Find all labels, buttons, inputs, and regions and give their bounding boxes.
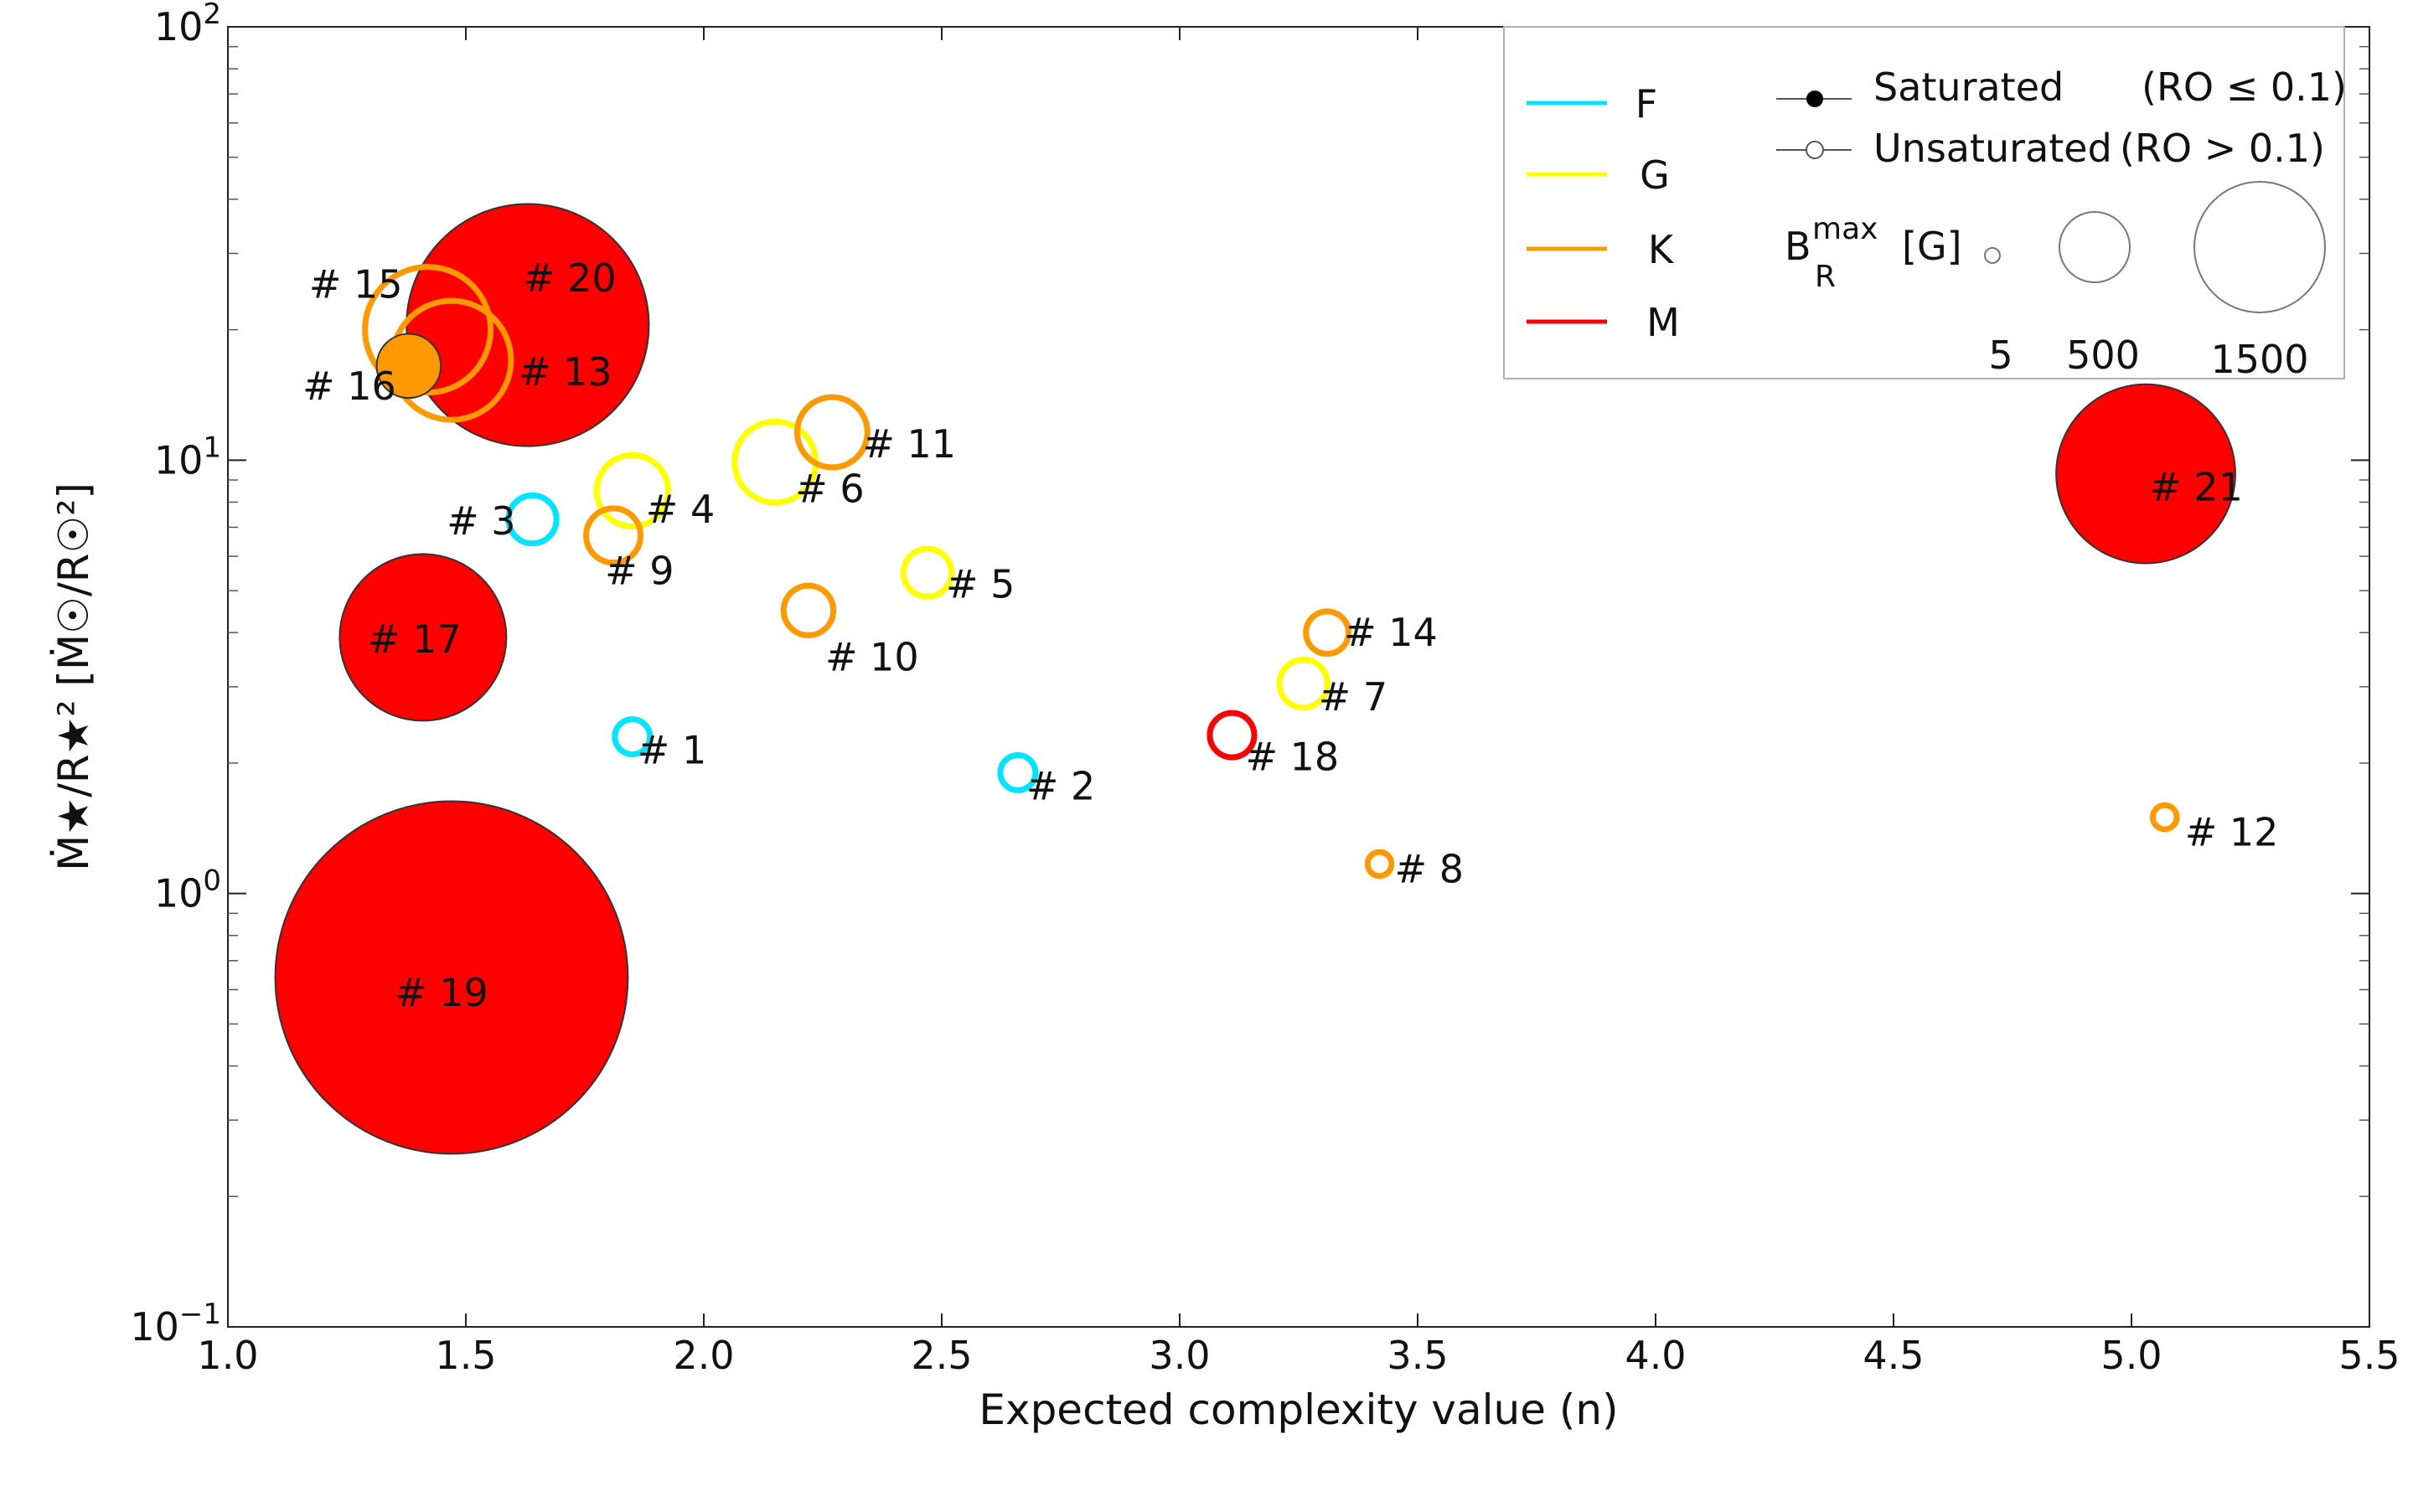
x-tick-label: 5.0 [2100,1333,2162,1378]
legend-size-circle-500 [2059,211,2131,283]
data-point-8 [1364,849,1395,880]
legend-size-label-5: 5 [1988,333,2013,378]
x-axis-ticks: 1.0 1.5 2.0 2.5 3.0 3.5 4.0 4.5 5.0 5.5 [197,27,2400,1378]
legend-unsaturated-label: Unsaturated [1873,126,2112,171]
y-tick-label-base: 10 [130,1304,179,1349]
legend-type-label-m: M [1646,300,1680,345]
data-point-11 [793,394,871,471]
legend-type-label-k: K [1648,227,1675,272]
legend-field-label: B [1785,224,1811,269]
data-point-3 [505,492,560,547]
point-label: # 10 [825,635,919,680]
point-label: # 13 [519,349,612,395]
data-point-12 [2149,802,2180,833]
point-label: # 8 [1395,846,1464,891]
point-label: # 20 [523,255,617,301]
point-label: # 3 [447,498,515,544]
y-tick-label-base: 10 [154,871,204,916]
legend-size-label-1500: 1500 [2210,337,2308,382]
legend-box [1503,26,2345,379]
legend-saturated-marker [1806,90,1823,107]
point-label: # 2 [1026,763,1095,808]
x-tick-label: 2.0 [673,1333,734,1378]
y-tick-label-exponent: −1 [179,1298,221,1331]
point-label: # 6 [795,467,864,512]
data-point-5 [900,545,955,600]
x-tick-label: 4.0 [1625,1333,1686,1378]
data-point-14 [1303,608,1351,658]
data-points [274,203,2236,1155]
legend-unsaturated-condition: (RO > 0.1) [2120,126,2325,171]
data-point-20 [406,203,650,447]
point-label: # 15 [309,262,403,307]
y-tick-label-exponent: 1 [203,431,221,464]
point-labels: # 1 # 2 # 3 # 4 # 5 # 6 # 7 # 8 # 9 # 10 # 11 # 12 #… [302,255,2278,1015]
data-point-16 [375,333,442,400]
x-tick-label: 3.0 [1149,1333,1210,1378]
data-point-7 [1276,656,1331,711]
y-tick-label: 10−1 [130,1298,221,1349]
legend-saturated-label: Saturated [1873,65,2064,110]
point-label: # 9 [605,548,674,593]
data-point-2 [997,752,1039,793]
y-tick-label-exponent: 0 [203,864,221,898]
x-tick-label: 2.5 [911,1333,972,1378]
data-point-1 [612,716,654,757]
y-tick-label-exponent: 2 [203,0,221,31]
plot-frame [227,26,2370,1328]
point-label: # 16 [302,364,396,409]
y-tick-label: 102 [154,0,221,49]
legend: F G K M Saturated (RO ≤ 0.1) Unsaturated… [1503,26,2347,382]
legend-field-sub: R [1815,260,1836,294]
data-point-19 [274,800,629,1155]
data-point-10 [780,582,837,638]
data-point-18 [1206,710,1258,761]
data-point-17 [338,553,508,722]
point-label: # 1 [638,728,706,773]
legend-unsaturated-marker [1806,141,1824,159]
x-tick-label: 4.5 [1863,1333,1924,1378]
x-tick-label: 1.0 [197,1333,258,1378]
legend-field-unit: [G] [1902,224,1962,269]
legend-field-sup: max [1812,212,1878,246]
legend-size-circle-5 [1984,247,2001,264]
y-tick-label-base: 10 [154,4,204,49]
point-label: # 5 [946,562,1015,607]
legend-size-circle-1500 [2193,181,2326,313]
data-point-9 [583,505,644,566]
y-tick-label: 101 [154,431,221,482]
y-minor-ticks [228,45,2369,1198]
legend-size-label-500: 500 [2066,333,2140,378]
y-axis-label: Ṁ★/R★² [Ṁ☉/R☉²] [49,482,98,871]
point-label: # 4 [646,487,715,532]
point-label: # 14 [1344,610,1438,655]
point-label: # 7 [1319,674,1387,720]
x-tick-label: 3.5 [1387,1333,1448,1378]
point-label: # 18 [1245,735,1339,780]
point-label: # 11 [862,421,956,467]
x-axis-label: Expected complexity value (n) [979,1386,1618,1434]
x-tick-label: 5.5 [2338,1333,2400,1378]
point-label: # 19 [395,970,488,1015]
point-label: # 21 [2149,465,2243,510]
legend-type-label-f: F [1635,81,1657,126]
point-label: # 12 [2185,810,2279,855]
x-tick-label: 1.5 [435,1333,496,1378]
legend-saturated-condition: (RO ≤ 0.1) [2142,65,2347,110]
y-tick-label-base: 10 [154,437,204,482]
data-point-21 [2055,383,2236,565]
point-label: # 17 [368,617,462,662]
legend-type-label-g: G [1640,152,1670,198]
y-tick-label: 100 [154,864,221,916]
data-point-4 [593,452,671,529]
